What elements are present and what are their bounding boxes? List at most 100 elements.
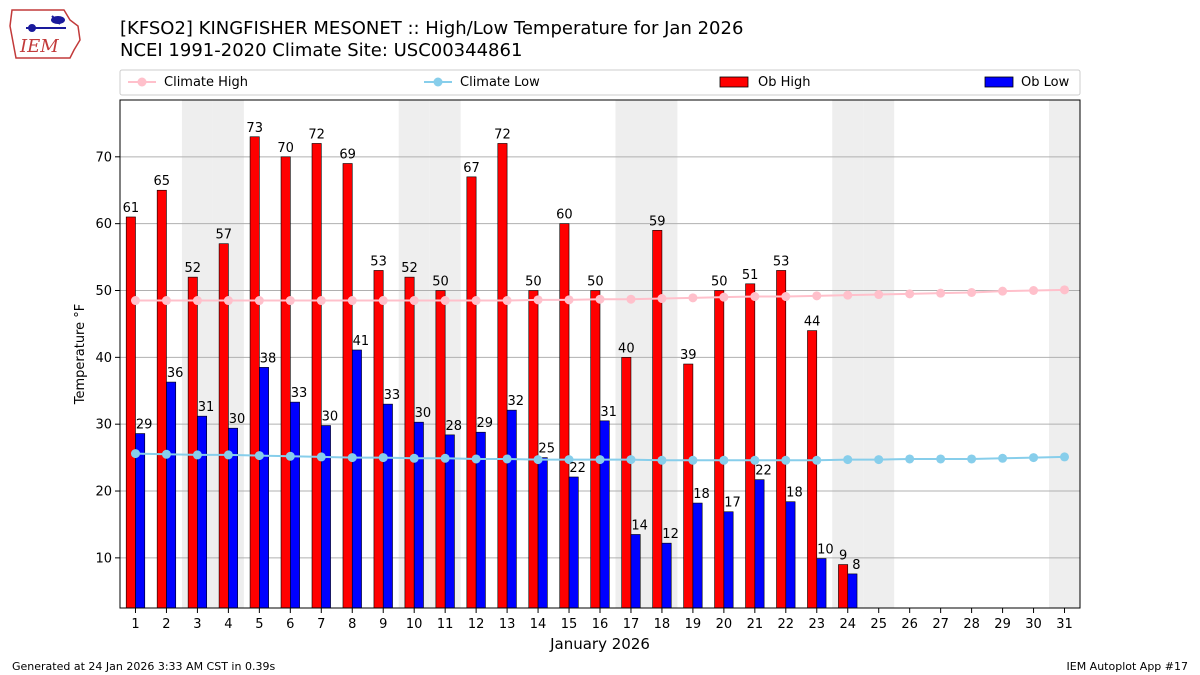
climate-high-point-23 bbox=[812, 291, 822, 301]
chart-subtitle: NCEI 1991-2020 Climate Site: USC00344861 bbox=[120, 40, 523, 61]
x-tick-label-25: 25 bbox=[870, 617, 887, 632]
climate-low-point-30 bbox=[1029, 453, 1039, 463]
ob-high-label-8: 69 bbox=[339, 148, 356, 163]
climate-low-point-21 bbox=[750, 455, 760, 465]
ob-low-bar-2 bbox=[166, 381, 177, 609]
x-tick-label-4: 4 bbox=[224, 617, 232, 632]
ob-low-label-3: 31 bbox=[198, 400, 215, 415]
climate-high-point-27 bbox=[936, 288, 946, 298]
x-tick-label-30: 30 bbox=[1025, 617, 1042, 632]
ob-low-bar-3 bbox=[197, 415, 208, 609]
ob-low-label-23: 10 bbox=[817, 543, 834, 558]
x-tick-label-29: 29 bbox=[994, 617, 1011, 632]
ob-high-label-21: 51 bbox=[742, 268, 759, 283]
ob-low-label-20: 17 bbox=[724, 496, 741, 511]
x-tick-label-15: 15 bbox=[561, 617, 578, 632]
ob-high-bar-15 bbox=[559, 223, 570, 609]
ob-low-label-18: 12 bbox=[662, 527, 679, 542]
x-tick-label-5: 5 bbox=[255, 617, 263, 632]
climate-high-point-9 bbox=[378, 296, 388, 306]
ob-high-bar-6 bbox=[280, 156, 291, 609]
x-tick-label-12: 12 bbox=[468, 617, 485, 632]
ob-high-bar-18 bbox=[652, 230, 663, 609]
climate-high-point-26 bbox=[905, 289, 915, 299]
climate-low-point-9 bbox=[378, 453, 388, 463]
ob-high-label-20: 50 bbox=[711, 275, 728, 290]
climate-high-point-25 bbox=[874, 290, 884, 300]
x-tick-label-6: 6 bbox=[286, 617, 294, 632]
ob-low-bar-22 bbox=[785, 501, 796, 609]
data-labels: 61 65 52 57 73 70 72 69 53 52 50 67 72 50 60 50 40 59 39 50… bbox=[123, 121, 861, 573]
climate-low-point-2 bbox=[161, 449, 171, 459]
climate-high-point-3 bbox=[192, 296, 202, 306]
ob-low-bar-8 bbox=[351, 349, 362, 609]
ob-low-bar-20 bbox=[723, 511, 734, 609]
climate-low-point-18 bbox=[657, 455, 667, 465]
ob-low-bar-6 bbox=[290, 401, 300, 609]
climate-high-point-17 bbox=[626, 294, 636, 304]
x-tick-label-14: 14 bbox=[530, 617, 547, 632]
x-tick-label-23: 23 bbox=[809, 617, 826, 632]
climate-high-point-4 bbox=[223, 296, 233, 306]
y-tick-label-10: 10 bbox=[95, 551, 112, 566]
climate-low-point-13 bbox=[502, 454, 512, 464]
climate-low-point-15 bbox=[564, 455, 574, 465]
ob-high-label-9: 53 bbox=[370, 254, 387, 269]
climate-high-point-22 bbox=[781, 292, 791, 302]
legend-box bbox=[119, 69, 1081, 96]
ob-low-label-12: 29 bbox=[477, 416, 494, 431]
ob-high-label-18: 59 bbox=[649, 214, 666, 229]
ob-high-bar-1 bbox=[125, 216, 136, 609]
climate-high-point-12 bbox=[471, 296, 481, 306]
y-tick-label-70: 70 bbox=[95, 150, 112, 165]
x-tick-label-1: 1 bbox=[131, 617, 139, 632]
climate-low-point-19 bbox=[688, 455, 698, 465]
ob-high-bar-10 bbox=[404, 276, 415, 609]
y-axis-label: Temperature °F bbox=[73, 304, 88, 405]
x-tick-label-2: 2 bbox=[162, 617, 170, 632]
climate-low-point-29 bbox=[998, 453, 1008, 463]
climate-low-point-12 bbox=[471, 454, 481, 464]
ob-low-bar-5 bbox=[259, 367, 269, 609]
ob-high-bar-19 bbox=[683, 363, 694, 609]
climate-high-point-18 bbox=[657, 294, 667, 304]
ob-low-label-14: 25 bbox=[538, 442, 555, 457]
x-tick-label-16: 16 bbox=[592, 617, 609, 632]
x-tick-label-27: 27 bbox=[932, 617, 949, 632]
x-tick-label-11: 11 bbox=[437, 617, 454, 632]
ob-low-bar-23 bbox=[816, 558, 827, 609]
ob-high-bar-23 bbox=[807, 330, 818, 609]
ob-low-bar-16 bbox=[599, 420, 610, 609]
climate-high-point-2 bbox=[161, 296, 171, 306]
ob-high-bar-17 bbox=[621, 357, 632, 609]
ob-high-label-4: 57 bbox=[215, 228, 232, 243]
climate-low-point-4 bbox=[223, 450, 233, 460]
bar-series bbox=[125, 136, 858, 609]
x-tick-label-24: 24 bbox=[839, 617, 856, 632]
climate-low-point-25 bbox=[874, 455, 884, 465]
climate-low-point-16 bbox=[595, 455, 605, 465]
climate-high-point-19 bbox=[688, 293, 698, 303]
x-tick-label-19: 19 bbox=[685, 617, 702, 632]
ob-low-label-11: 28 bbox=[446, 419, 463, 434]
x-axis-label: January 2026 bbox=[549, 635, 650, 653]
climate-high-point-8 bbox=[347, 296, 357, 306]
ob-high-label-5: 73 bbox=[246, 121, 263, 136]
ob-high-bar-22 bbox=[776, 270, 787, 609]
ob-high-label-24: 9 bbox=[839, 549, 847, 564]
ob-low-label-10: 30 bbox=[415, 406, 432, 421]
y-tick-label-20: 20 bbox=[95, 485, 112, 500]
x-tick-label-21: 21 bbox=[747, 617, 764, 632]
climate-high-point-15 bbox=[564, 295, 574, 305]
ob-high-label-10: 52 bbox=[401, 261, 418, 276]
ob-high-label-13: 72 bbox=[494, 127, 511, 142]
y-tick-label-60: 60 bbox=[95, 217, 112, 232]
climate-high-point-28 bbox=[967, 288, 977, 298]
y-tick-label-40: 40 bbox=[95, 351, 112, 366]
ob-low-label-13: 32 bbox=[507, 394, 524, 409]
footer-generated: Generated at 24 Jan 2026 3:33 AM CST in … bbox=[12, 660, 276, 673]
x-tick-label-17: 17 bbox=[623, 617, 640, 632]
x-tick-label-7: 7 bbox=[317, 617, 325, 632]
ob-low-label-16: 31 bbox=[600, 405, 617, 420]
